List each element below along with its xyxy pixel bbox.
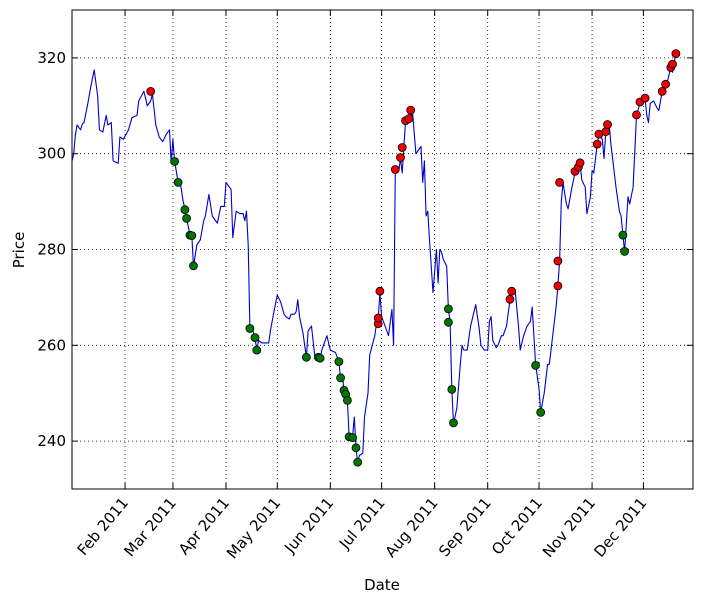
up-marker-point <box>390 165 400 174</box>
up-marker-point <box>575 158 585 168</box>
y-axis-label: Price <box>10 232 28 269</box>
up-marker-point <box>668 59 677 69</box>
up-marker-point <box>601 127 611 137</box>
down-marker-point <box>443 304 453 314</box>
y-tick-label: 260 <box>37 336 66 354</box>
down-marker-point <box>348 433 358 443</box>
down-marker-point <box>536 407 546 417</box>
x-tick-label: Nov 2011 <box>539 494 599 561</box>
price-line <box>71 53 677 464</box>
up-marker-point <box>373 313 383 323</box>
down-marker-point <box>315 353 325 363</box>
x-tick-label: Jun 2011 <box>280 494 337 557</box>
down-marker-point <box>252 345 262 355</box>
up-marker-point <box>555 177 564 187</box>
down-marker-point <box>173 177 183 187</box>
up-marker-point <box>671 49 681 58</box>
markers <box>146 49 681 467</box>
up-marker-point <box>375 286 385 296</box>
x-tick-label: Jul 2011 <box>335 494 389 553</box>
up-marker-point <box>661 79 670 89</box>
x-tick-label: May 2011 <box>223 494 284 562</box>
x-tick-label: Sep 2011 <box>435 494 495 560</box>
down-marker-point <box>336 373 346 383</box>
up-marker-point <box>657 87 667 96</box>
up-marker-point <box>397 143 407 152</box>
up-marker-point <box>507 286 517 296</box>
y-tick-label: 320 <box>37 49 66 67</box>
down-marker-point <box>342 395 352 405</box>
plot-background <box>72 10 693 489</box>
down-marker-point <box>618 230 628 240</box>
plot-frame <box>71 9 694 490</box>
down-marker-point <box>245 324 255 333</box>
down-marker-point <box>182 213 192 223</box>
down-marker-point <box>449 418 458 428</box>
down-marker-point <box>531 360 540 370</box>
y-tick-label: 300 <box>37 145 66 163</box>
x-tick-label: Aug 2011 <box>382 494 442 561</box>
down-marker-point <box>187 231 197 241</box>
y-ticks: 240 260 280 300 320 <box>37 49 693 450</box>
down-marker-point <box>170 156 180 166</box>
up-marker-point <box>406 105 416 115</box>
x-tick-label: Dec 2011 <box>590 494 650 561</box>
up-marker-point <box>640 93 650 103</box>
up-marker-point <box>553 256 563 266</box>
down-marker-point <box>334 357 344 367</box>
down-marker-point <box>620 246 629 256</box>
down-marker-point <box>189 261 198 271</box>
x-axis-label: Date <box>364 576 400 594</box>
price-series-line <box>71 53 677 464</box>
y-tick-label: 240 <box>37 432 66 450</box>
y-tick-label: 280 <box>37 241 66 259</box>
up-marker-point <box>396 153 405 162</box>
down-marker-point <box>447 384 457 394</box>
x-tick-label: Oct 2011 <box>488 494 546 558</box>
down-marker-point <box>180 205 190 215</box>
down-marker-point <box>250 333 260 343</box>
up-marker-point <box>505 294 515 304</box>
down-marker-point <box>443 317 453 327</box>
up-marker-point <box>404 114 414 124</box>
down-marker-point <box>301 352 311 362</box>
up-marker-point <box>146 87 156 96</box>
up-marker-point <box>632 110 641 120</box>
up-marker-point <box>603 120 612 129</box>
up-marker-point <box>592 139 602 149</box>
down-marker-point <box>351 443 361 453</box>
down-marker-point <box>353 457 363 467</box>
up-marker-point <box>553 281 563 291</box>
